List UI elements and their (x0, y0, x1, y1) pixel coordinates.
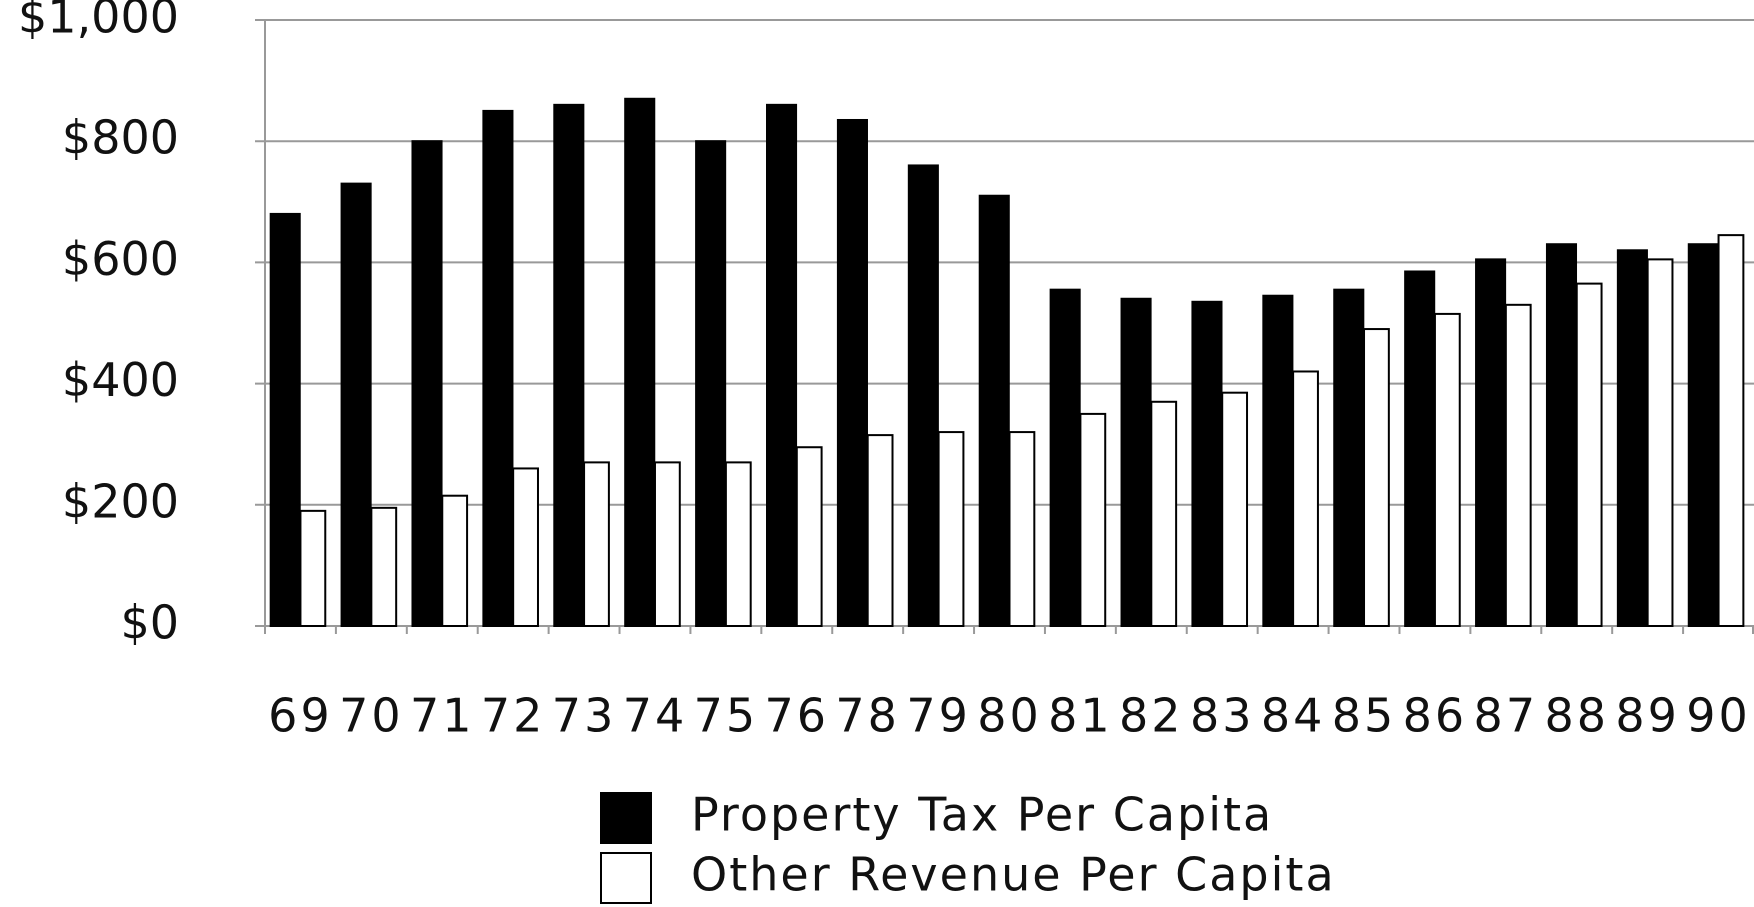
bar (441, 494, 469, 627)
x-tick-label: 86 (1403, 689, 1468, 743)
bar (724, 461, 752, 627)
bar (269, 212, 301, 627)
bar (1221, 391, 1249, 627)
x-tick-label: 88 (1544, 689, 1609, 743)
x-tick-label: 85 (1332, 689, 1397, 743)
x-tick-label: 76 (765, 689, 830, 743)
bar (836, 118, 868, 628)
bar (1262, 294, 1294, 627)
bar (1575, 282, 1603, 627)
y-tick-label: $0 (120, 596, 179, 650)
bar (1292, 370, 1319, 628)
x-tick-label: 84 (1261, 689, 1326, 743)
bar (340, 182, 372, 627)
bar (937, 431, 965, 627)
x-tick-label: 74 (623, 689, 688, 743)
bar (1191, 300, 1223, 627)
x-tick-label: 90 (1686, 689, 1751, 743)
bar (1049, 288, 1081, 627)
bar (1150, 400, 1178, 627)
bar (1504, 303, 1532, 627)
bar (1404, 270, 1436, 627)
y-tick-label: $400 (62, 353, 179, 407)
y-tick-label: $800 (62, 111, 179, 165)
x-tick-label: 80 (977, 689, 1042, 743)
bar (978, 194, 1010, 628)
bar (1433, 312, 1461, 627)
bar (1333, 288, 1365, 627)
bar (512, 467, 539, 627)
bar (482, 109, 514, 627)
x-tick-label: 71 (410, 689, 475, 743)
bar (1687, 243, 1719, 627)
bar (1079, 412, 1107, 627)
y-tick-label: $1,000 (18, 0, 179, 44)
bar (1616, 249, 1648, 627)
bar (1120, 297, 1152, 627)
x-tick-label: 69 (268, 689, 333, 743)
legend-label: Other Revenue Per Capita (691, 848, 1336, 902)
y-tick-label: $600 (62, 232, 179, 286)
legend-swatch (600, 792, 652, 844)
x-tick-label: 81 (1048, 689, 1113, 743)
bar (1008, 431, 1036, 627)
legend-swatch (600, 852, 652, 904)
x-tick-label: 83 (1190, 689, 1255, 743)
x-tick-label: 87 (1474, 689, 1539, 743)
bar (299, 509, 327, 627)
bar (1475, 258, 1507, 627)
bar (653, 461, 681, 627)
bar (1646, 258, 1674, 627)
x-tick-label: 78 (835, 689, 900, 743)
bar (866, 434, 894, 627)
bar (795, 446, 823, 628)
bar (766, 103, 798, 627)
legend-label: Property Tax Per Capita (691, 788, 1273, 842)
bar (624, 97, 656, 627)
bar (1717, 234, 1745, 627)
x-tick-label: 70 (339, 689, 404, 743)
x-tick-label: 82 (1119, 689, 1184, 743)
x-tick-label: 89 (1615, 689, 1680, 743)
y-tick-label: $200 (62, 474, 179, 528)
x-tick-label: 73 (552, 689, 617, 743)
bar (907, 164, 939, 627)
x-tick-label: 79 (906, 689, 971, 743)
bar (1363, 328, 1390, 627)
x-tick-label: 75 (694, 689, 759, 743)
bar (370, 506, 398, 627)
bar (695, 140, 727, 627)
bar (411, 140, 443, 627)
bar (583, 461, 610, 627)
x-tick-label: 72 (481, 689, 546, 743)
bar (553, 103, 585, 627)
bar (1545, 243, 1578, 627)
